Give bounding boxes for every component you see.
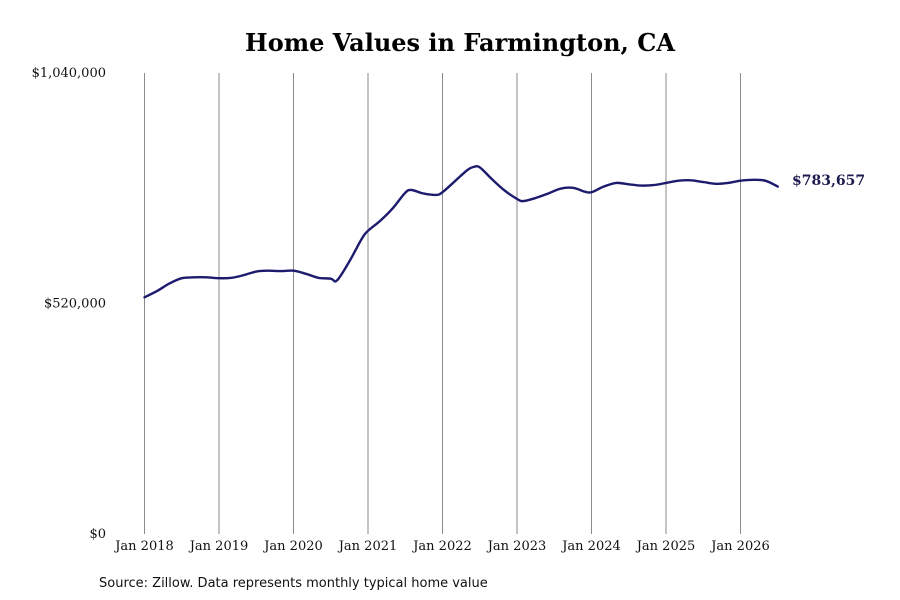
- x-tick-label: Jan 2021: [337, 539, 398, 554]
- chart-title: Home Values in Farmington, CA: [245, 28, 675, 57]
- y-tick-label: $1,040,000: [32, 66, 106, 81]
- y-tick-label: $0: [89, 527, 106, 542]
- x-tick-label: Jan 2022: [411, 539, 472, 554]
- home-value-line: [143, 165, 779, 299]
- x-tick-label: Jan 2026: [709, 539, 770, 554]
- x-tick-label: Jan 2020: [262, 539, 323, 554]
- last-value-label: $783,657: [792, 173, 865, 189]
- x-axis: Jan 2018 Jan 2019 Jan 2020 Jan 2021 Jan 2022…: [113, 539, 770, 554]
- y-tick-label: $520,000: [44, 297, 106, 312]
- x-tick-label: Jan 2019: [188, 539, 249, 554]
- x-tick-label: Jan 2025: [635, 539, 696, 554]
- x-tick-label: Jan 2018: [113, 539, 174, 554]
- x-tick-label: Jan 2023: [486, 539, 547, 554]
- gridlines: [144, 73, 741, 534]
- source-note: Source: Zillow. Data represents monthly …: [99, 576, 488, 591]
- x-tick-label: Jan 2024: [560, 539, 621, 554]
- y-axis: $0 $520,000 $1,040,000: [32, 66, 106, 542]
- plot-area: [143, 165, 779, 299]
